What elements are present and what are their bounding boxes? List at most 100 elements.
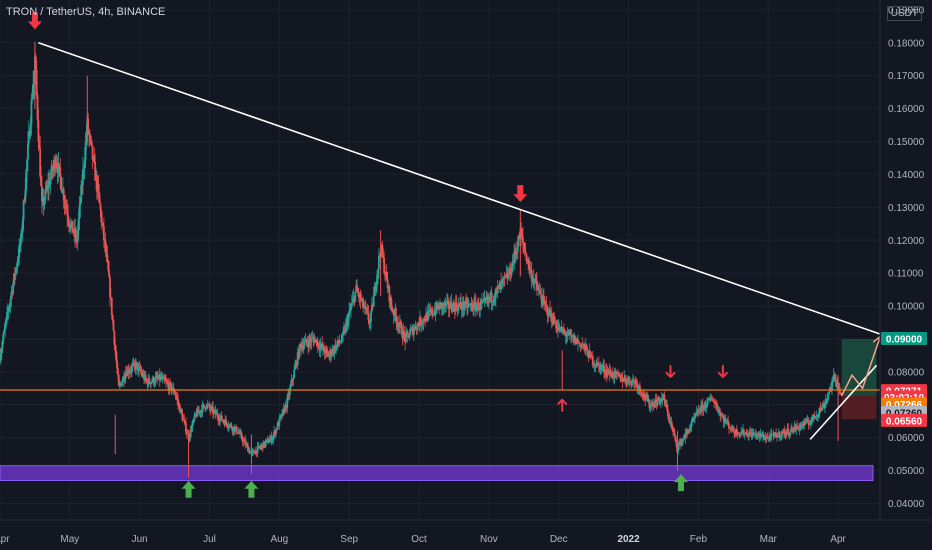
chart-title: TRON / TetherUS, 4h, BINANCE	[6, 6, 166, 18]
candle	[102, 217, 105, 248]
candle	[746, 429, 749, 437]
candle	[569, 328, 571, 336]
candle	[397, 316, 399, 335]
candle	[415, 329, 418, 335]
candle	[532, 269, 535, 288]
candle	[806, 414, 809, 423]
x-tick-label: Apr	[830, 534, 846, 545]
candle	[462, 295, 465, 317]
y-tick-label: 0.08000	[888, 367, 925, 378]
candle	[715, 399, 718, 410]
position-profit-zone	[841, 338, 877, 396]
candle	[251, 447, 254, 457]
x-tick-label: May	[60, 534, 79, 545]
descending-trendline[interactable]	[38, 42, 881, 335]
candle	[530, 262, 533, 289]
candle	[377, 269, 379, 285]
candle	[18, 238, 21, 266]
candle	[206, 402, 208, 410]
candle	[561, 326, 564, 334]
candle	[148, 375, 151, 384]
candle	[69, 217, 72, 235]
candle	[152, 375, 155, 387]
candle	[414, 320, 417, 331]
y-tick-label: 0.16000	[888, 104, 925, 115]
time-axis[interactable]	[0, 520, 932, 550]
projection-path[interactable]	[840, 337, 880, 397]
candle	[156, 370, 159, 385]
candle	[240, 428, 242, 435]
candle	[688, 424, 691, 434]
candle	[795, 423, 798, 436]
candle	[131, 358, 134, 373]
position-loss-zone	[841, 395, 877, 420]
candle	[711, 396, 714, 402]
candle	[35, 59, 38, 100]
candle	[335, 340, 338, 355]
candle	[265, 439, 268, 447]
candle	[163, 373, 166, 385]
candle	[309, 333, 311, 348]
candle	[789, 431, 791, 439]
candle	[25, 168, 28, 197]
candle	[287, 388, 289, 403]
candle	[217, 413, 220, 426]
candle	[621, 372, 624, 389]
candle	[702, 405, 705, 417]
candle	[452, 301, 454, 313]
candle	[502, 276, 505, 287]
candle	[9, 295, 12, 314]
arrow-down-icon	[27, 12, 42, 30]
candle	[625, 375, 627, 388]
candle	[208, 401, 211, 412]
candle	[183, 414, 186, 426]
candle	[501, 279, 503, 290]
candle	[44, 182, 47, 204]
candle	[812, 414, 815, 423]
candle	[447, 297, 450, 318]
candle	[601, 363, 604, 372]
candle	[742, 427, 745, 438]
svg-text:0.06560: 0.06560	[886, 416, 923, 427]
candle	[496, 280, 499, 299]
candle	[22, 199, 25, 230]
candle	[479, 297, 482, 318]
candle	[431, 305, 434, 320]
candle	[464, 297, 467, 311]
candle	[93, 147, 96, 164]
candle	[580, 342, 583, 350]
candle	[426, 304, 429, 322]
candle	[768, 431, 771, 442]
candle	[260, 442, 262, 451]
candle	[71, 220, 74, 233]
candle	[784, 431, 787, 440]
candle	[112, 318, 115, 332]
candle	[362, 296, 365, 313]
candle	[617, 369, 619, 375]
price-axis[interactable]	[880, 0, 932, 550]
candle	[524, 242, 527, 254]
candle	[778, 430, 781, 442]
candle	[185, 417, 187, 436]
candle	[137, 361, 140, 378]
x-tick-label: Feb	[690, 534, 708, 545]
candle	[65, 199, 68, 210]
candle	[364, 299, 367, 315]
candle	[732, 425, 735, 433]
candle	[174, 390, 177, 400]
candle	[6, 306, 8, 325]
candle	[226, 424, 229, 432]
candle	[536, 271, 538, 296]
candle	[204, 406, 207, 413]
y-tick-label: 0.11000	[888, 269, 924, 280]
y-tick-label: 0.12000	[888, 236, 925, 247]
candle	[555, 320, 558, 333]
candle	[522, 227, 524, 254]
candle	[214, 405, 217, 419]
x-tick-label: Oct	[411, 534, 427, 545]
candle	[821, 402, 824, 412]
candle	[233, 423, 236, 435]
